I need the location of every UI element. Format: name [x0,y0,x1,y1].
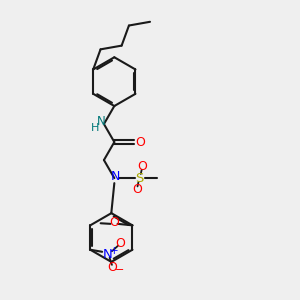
Text: S: S [135,172,144,184]
Text: O: O [110,217,120,230]
Text: N: N [103,248,113,261]
Text: O: O [132,183,142,196]
Text: +: + [110,246,118,256]
Text: H: H [91,123,99,133]
Text: O: O [108,261,118,274]
Text: O: O [137,160,147,173]
Text: N: N [97,116,106,128]
Text: −: − [114,265,124,275]
Text: N: N [111,170,121,183]
Text: O: O [115,237,125,250]
Text: O: O [135,136,145,148]
